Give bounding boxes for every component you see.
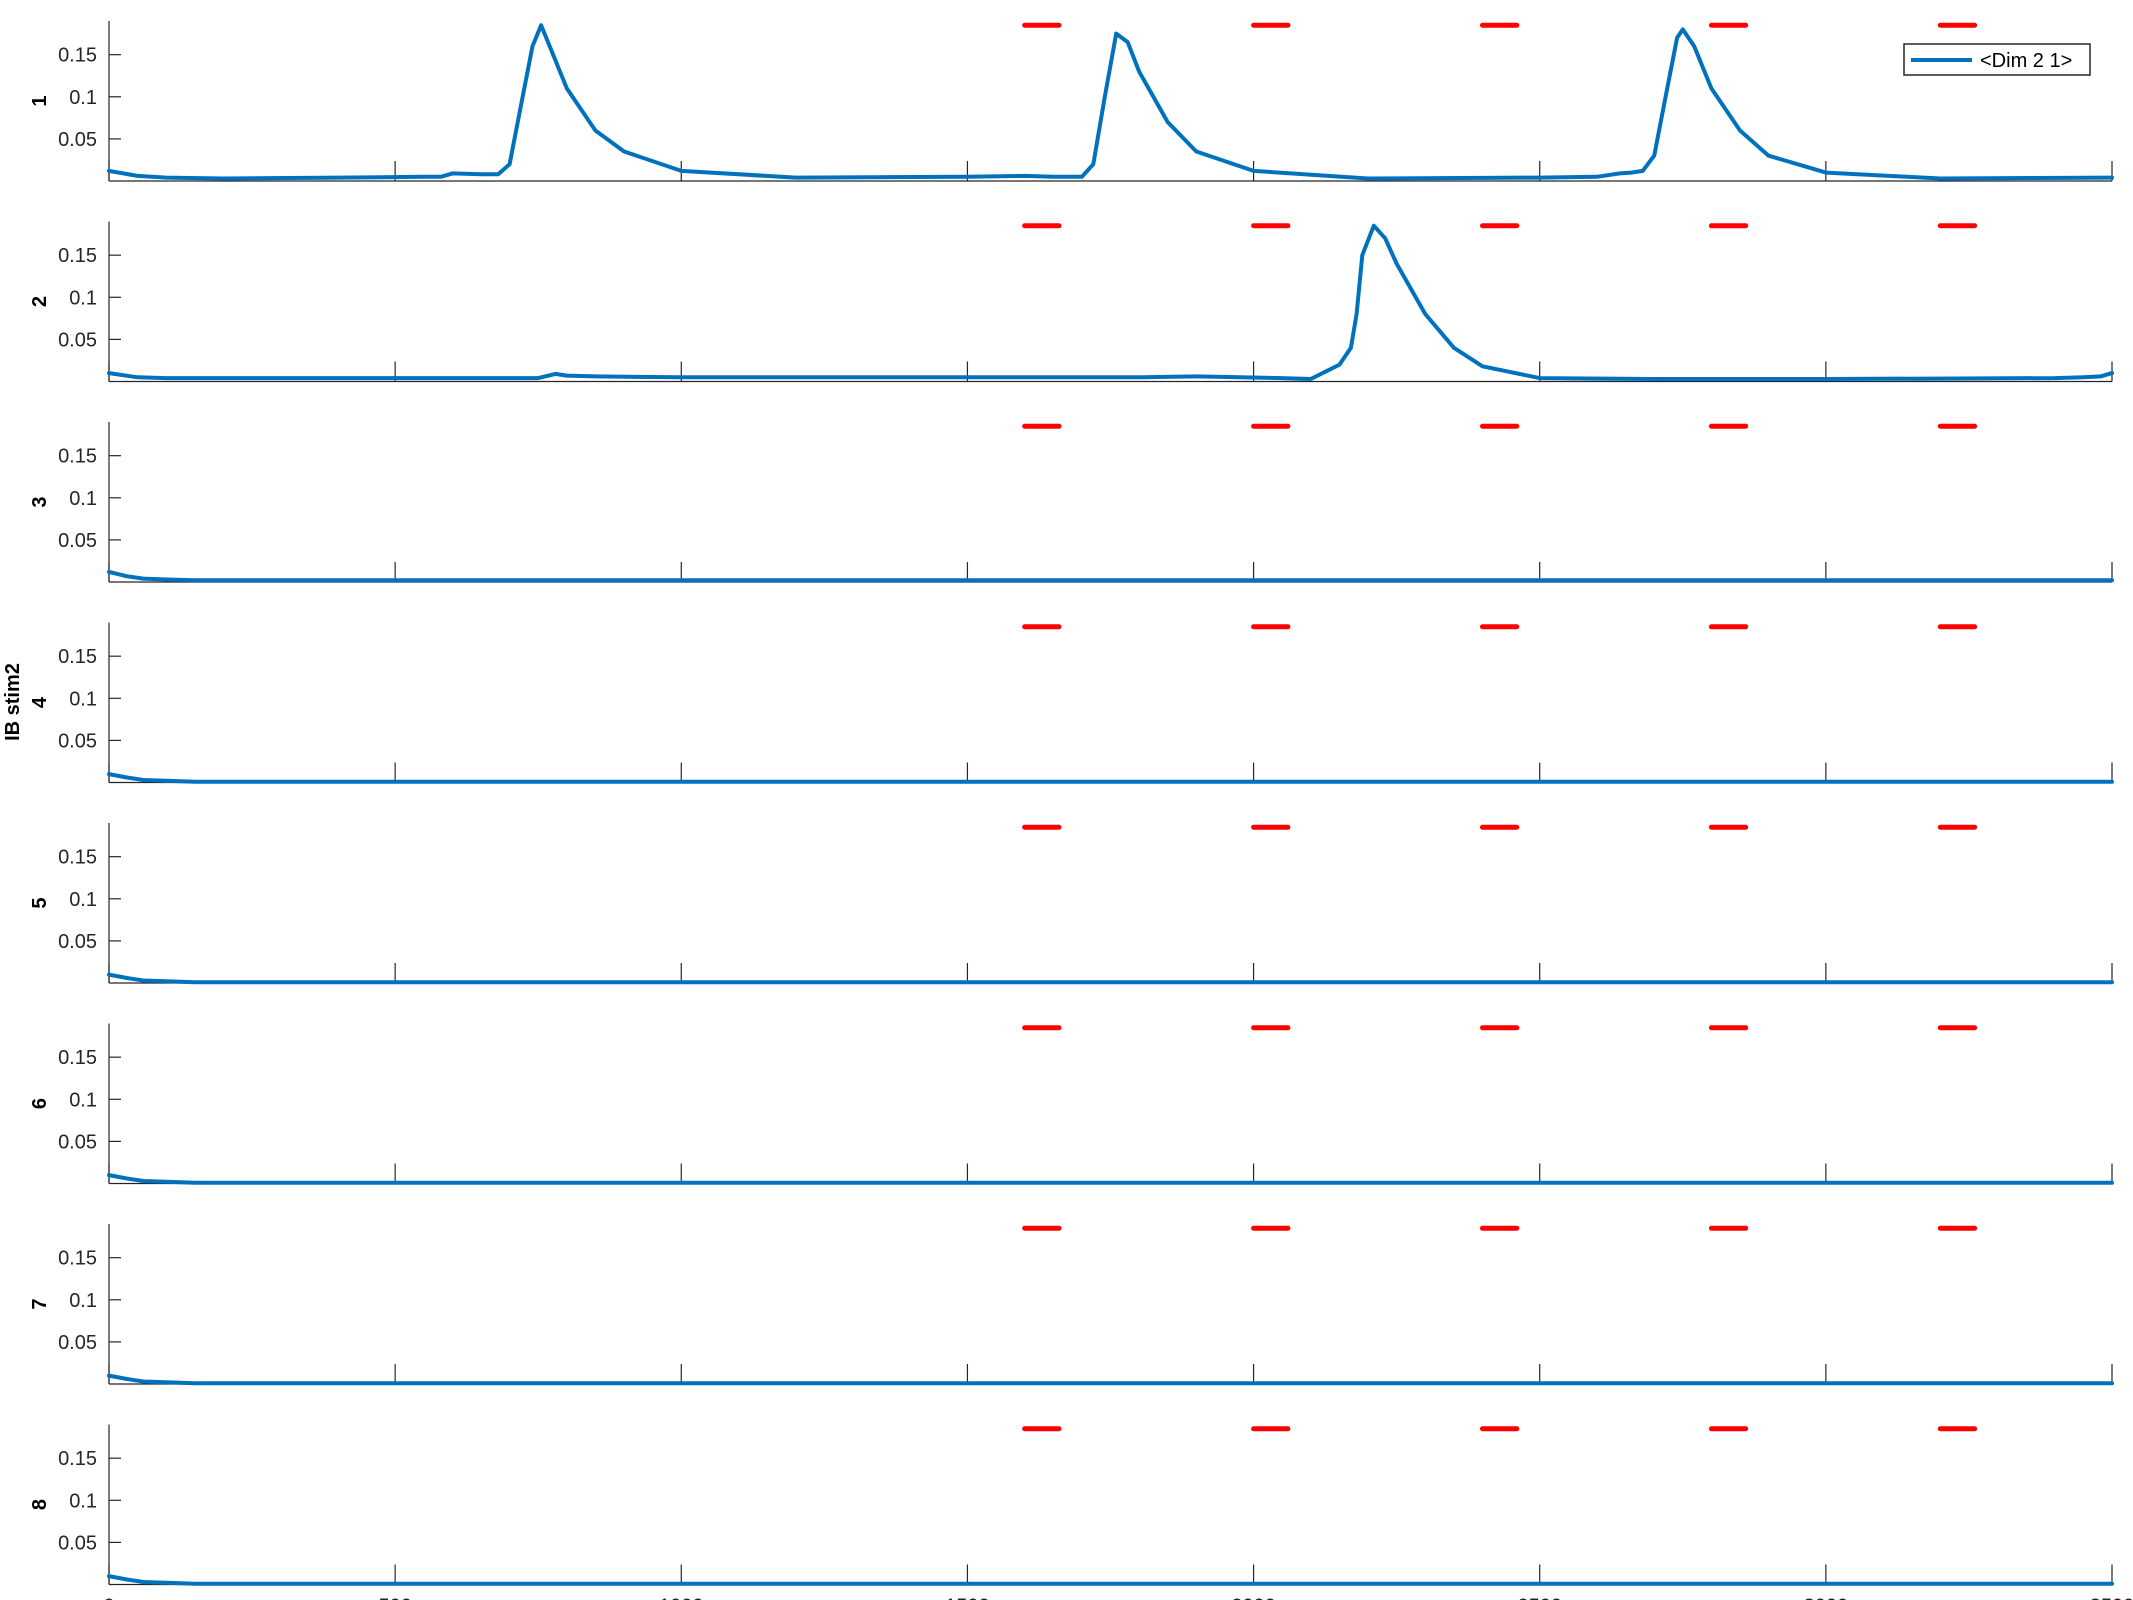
y-tick-label: 0.1 — [69, 488, 97, 510]
series-line — [109, 572, 2112, 580]
figure-y-label: IB stim2 — [2, 663, 24, 741]
panel-4: 0.05 0.1 0.15 4 — [29, 623, 2112, 783]
y-tick-label: 0.15 — [58, 45, 97, 67]
y-tick-label: 0.15 — [58, 446, 97, 468]
y-tick-label: 0.05 — [58, 931, 97, 953]
panels-layer: 0.050.10.1510.050.10.1520.050.10.1530.05… — [29, 21, 2133, 1600]
panel-1: 0.05 0.1 0.15 1 — [29, 21, 2112, 181]
panel-label: 6 — [29, 1098, 51, 1109]
series-line — [109, 25, 2112, 178]
panel-label: 5 — [29, 897, 51, 908]
panel-label: 7 — [29, 1298, 51, 1309]
panel-8: 0.05 0.1 0.15 8 0 500 1000 1500 2000 2500 3000 3500 — [29, 1425, 2133, 1600]
panel-7: 0.05 0.1 0.15 7 — [29, 1224, 2112, 1384]
y-tick-label: 0.1 — [69, 889, 97, 911]
y-tick-label: 0.15 — [58, 646, 97, 668]
y-tick-label: 0.15 — [58, 847, 97, 869]
legend-label: <Dim 2 1> — [1980, 50, 2072, 72]
x-tick-label: 1500 — [945, 1596, 990, 1600]
y-tick-label: 0.1 — [69, 1490, 97, 1512]
series-line — [109, 1376, 2112, 1384]
x-tick-label: 500 — [378, 1596, 411, 1600]
y-tick-label: 0.1 — [69, 1089, 97, 1111]
y-tick-label: 0.1 — [69, 688, 97, 710]
y-tick-label: 0.05 — [58, 129, 97, 151]
panel-label: 1 — [29, 95, 51, 106]
y-tick-label: 0.15 — [58, 245, 97, 267]
y-tick-label: 0.05 — [58, 329, 97, 351]
series-line — [109, 975, 2112, 983]
x-tick-label: 3500 — [2090, 1596, 2133, 1600]
panel-label: 2 — [29, 296, 51, 307]
panel-label: 8 — [29, 1499, 51, 1510]
y-tick-label: 0.15 — [58, 1448, 97, 1470]
x-tick-label: 3000 — [1804, 1596, 1849, 1600]
series-line — [109, 226, 2112, 379]
y-tick-label: 0.1 — [69, 1290, 97, 1312]
panel-2: 0.05 0.1 0.15 2 — [29, 222, 2112, 382]
series-line — [109, 774, 2112, 782]
y-tick-label: 0.05 — [58, 1131, 97, 1153]
panel-5: 0.05 0.1 0.15 5 — [29, 823, 2112, 983]
x-tick-label: 1000 — [659, 1596, 704, 1600]
y-tick-label: 0.15 — [58, 1047, 97, 1069]
y-tick-label: 0.05 — [58, 1332, 97, 1354]
panel-label: 4 — [29, 696, 51, 708]
y-tick-label: 0.05 — [58, 1532, 97, 1554]
y-tick-label: 0.05 — [58, 730, 97, 752]
y-tick-label: 0.1 — [69, 287, 97, 309]
panel-3: 0.05 0.1 0.15 3 — [29, 422, 2112, 582]
legend: <Dim 2 1> — [1904, 44, 2090, 75]
y-tick-label: 0.1 — [69, 87, 97, 109]
x-tick-label: 2500 — [1517, 1596, 1562, 1600]
panel-label: 3 — [29, 496, 51, 507]
y-tick-label: 0.05 — [58, 530, 97, 552]
series-line — [109, 1576, 2112, 1584]
x-tick-label: 0 — [103, 1596, 114, 1600]
x-tick-label: 2000 — [1231, 1596, 1276, 1600]
panel-6: 0.05 0.1 0.15 6 — [29, 1024, 2112, 1184]
y-tick-label: 0.15 — [58, 1248, 97, 1270]
series-line — [109, 1175, 2112, 1183]
